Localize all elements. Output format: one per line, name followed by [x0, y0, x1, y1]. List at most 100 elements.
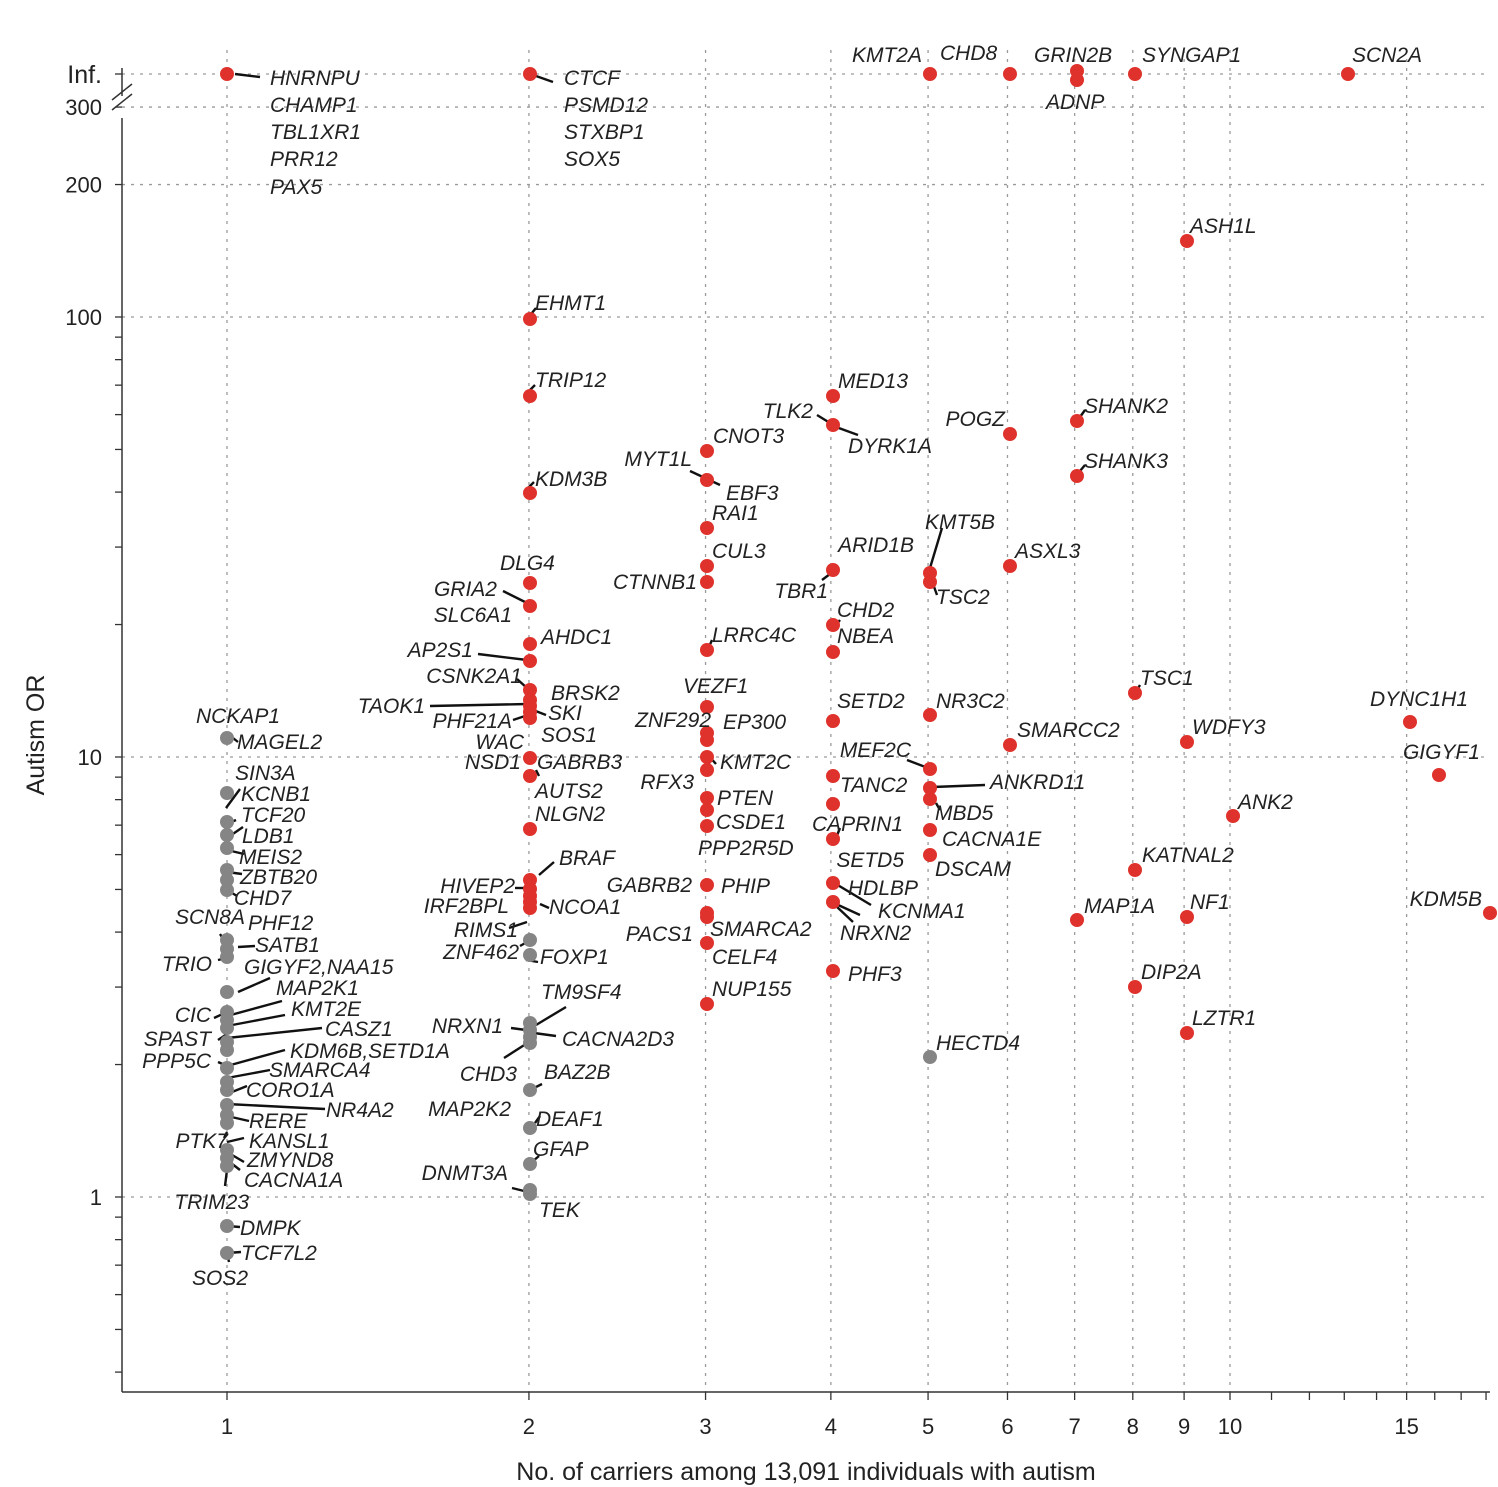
gene-label: HECTD4: [936, 1032, 1020, 1055]
gene-label: TSC2: [936, 586, 990, 609]
data-point: [523, 389, 537, 403]
data-point: [700, 559, 714, 573]
y-tick-label: 10: [78, 745, 102, 770]
data-point: [1003, 67, 1017, 81]
leader-line: [928, 527, 944, 569]
data-point: [923, 823, 937, 837]
leader-line: [226, 1068, 271, 1080]
data-point: [700, 473, 714, 487]
data-point: [220, 841, 234, 855]
leader-line: [234, 72, 261, 79]
data-point: [220, 1116, 234, 1130]
gene-label: CNOT3: [713, 425, 784, 448]
gene-label: SHANK2: [1084, 395, 1168, 418]
gene-label: NRXN1: [432, 1015, 503, 1038]
data-point: [826, 714, 840, 728]
data-points: [220, 64, 1497, 1260]
data-point: [700, 819, 714, 833]
leader-line: [237, 976, 271, 994]
data-point: [826, 895, 840, 909]
data-point: [220, 1159, 234, 1173]
x-axis-title: No. of carriers among 13,091 individuals…: [516, 1458, 1095, 1486]
gene-label: KANSL1: [249, 1130, 330, 1153]
gene-label: CHD7: [234, 887, 292, 910]
data-point: [826, 964, 840, 978]
gene-label: TBR1: [774, 580, 828, 603]
data-point: [523, 1187, 537, 1201]
gene-label: ASXL3: [1013, 540, 1081, 563]
leader-line: [226, 1026, 323, 1040]
data-point: [700, 643, 714, 657]
data-point: [1128, 686, 1142, 700]
gene-label: PHF21A: [433, 710, 512, 733]
gene-label: KATNAL2: [1142, 844, 1234, 867]
gene-label: AP2S1: [406, 639, 473, 662]
gene-label: GFAP: [533, 1138, 589, 1161]
gene-label: DYNC1H1: [1370, 688, 1468, 711]
data-point: [220, 985, 234, 999]
data-point: [923, 792, 937, 806]
data-point: [923, 848, 937, 862]
data-point: [523, 751, 537, 765]
leader-line: [534, 769, 541, 777]
x-tick-label: 4: [825, 1414, 837, 1439]
gene-label: ZMYND8: [246, 1149, 334, 1172]
data-point: [523, 1157, 537, 1171]
gene-label: TRIM23: [174, 1191, 249, 1214]
leader-line: [225, 788, 241, 809]
data-point: [523, 67, 537, 81]
gene-label: KCNB1: [241, 783, 311, 806]
data-point: [220, 1219, 234, 1233]
gene-label: PHIP: [721, 875, 770, 898]
gene-label: NCKAP1: [196, 705, 280, 728]
gene-label: NLGN2: [535, 803, 605, 826]
data-point: [220, 67, 234, 81]
gene-label: MEF2C: [840, 739, 912, 762]
data-point: [220, 1021, 234, 1035]
gene-label: AHDC1: [539, 626, 612, 649]
gene-label: CHD3: [460, 1063, 517, 1086]
gene-label: TRIP12: [535, 369, 607, 392]
gene-label: ADNP: [1044, 91, 1104, 114]
gene-label: SETD5: [836, 849, 904, 872]
gene-label: TBL1XR1: [270, 121, 361, 144]
gene-label: KDM3B: [535, 468, 607, 491]
gene-labels: HNRNPU CHAMP1 TBL1XR1 PRR12 PAX5 CTCF PSMD12 ST…: [142, 42, 1482, 1290]
data-point: [700, 733, 714, 747]
gene-label: GABRB2: [607, 874, 693, 897]
gene-label: SMARCC2: [1017, 719, 1120, 742]
data-point: [1128, 863, 1142, 877]
gene-label: PPP2R5D: [698, 837, 794, 860]
gene-label: NR4A2: [326, 1099, 394, 1122]
data-point: [523, 654, 537, 668]
gene-label: DEAF1: [536, 1108, 604, 1131]
leader-line: [226, 1048, 286, 1068]
gene-label: POGZ: [945, 408, 1006, 431]
leader-line: [512, 714, 526, 722]
x-tick-label: 5: [922, 1414, 934, 1439]
leader-line: [237, 944, 256, 949]
y-tick-label: Inf.: [67, 61, 102, 89]
y-tick-label: 300: [65, 95, 102, 120]
gene-label: ANKRD11: [988, 771, 1085, 794]
data-point: [523, 1036, 537, 1050]
label-leader-lines: [213, 72, 1142, 1263]
gene-label: CELF4: [712, 946, 777, 969]
gene-label: MYT1L: [624, 448, 692, 471]
leader-line: [502, 589, 528, 605]
gene-label: SKI: [548, 702, 582, 725]
data-point: [923, 762, 937, 776]
data-point: [220, 1098, 234, 1112]
data-point: [700, 791, 714, 805]
gene-label: CAPRIN1: [812, 813, 903, 836]
data-point: [523, 901, 537, 915]
gene-label: HNRNPU: [270, 67, 361, 90]
gene-label: WAC: [475, 731, 524, 754]
leader-line: [533, 1031, 557, 1038]
leader-line: [835, 905, 854, 923]
data-point: [826, 797, 840, 811]
data-point: [220, 1061, 234, 1075]
data-point: [1403, 715, 1417, 729]
gene-label: CHAMP1: [270, 94, 358, 117]
data-point: [826, 832, 840, 846]
